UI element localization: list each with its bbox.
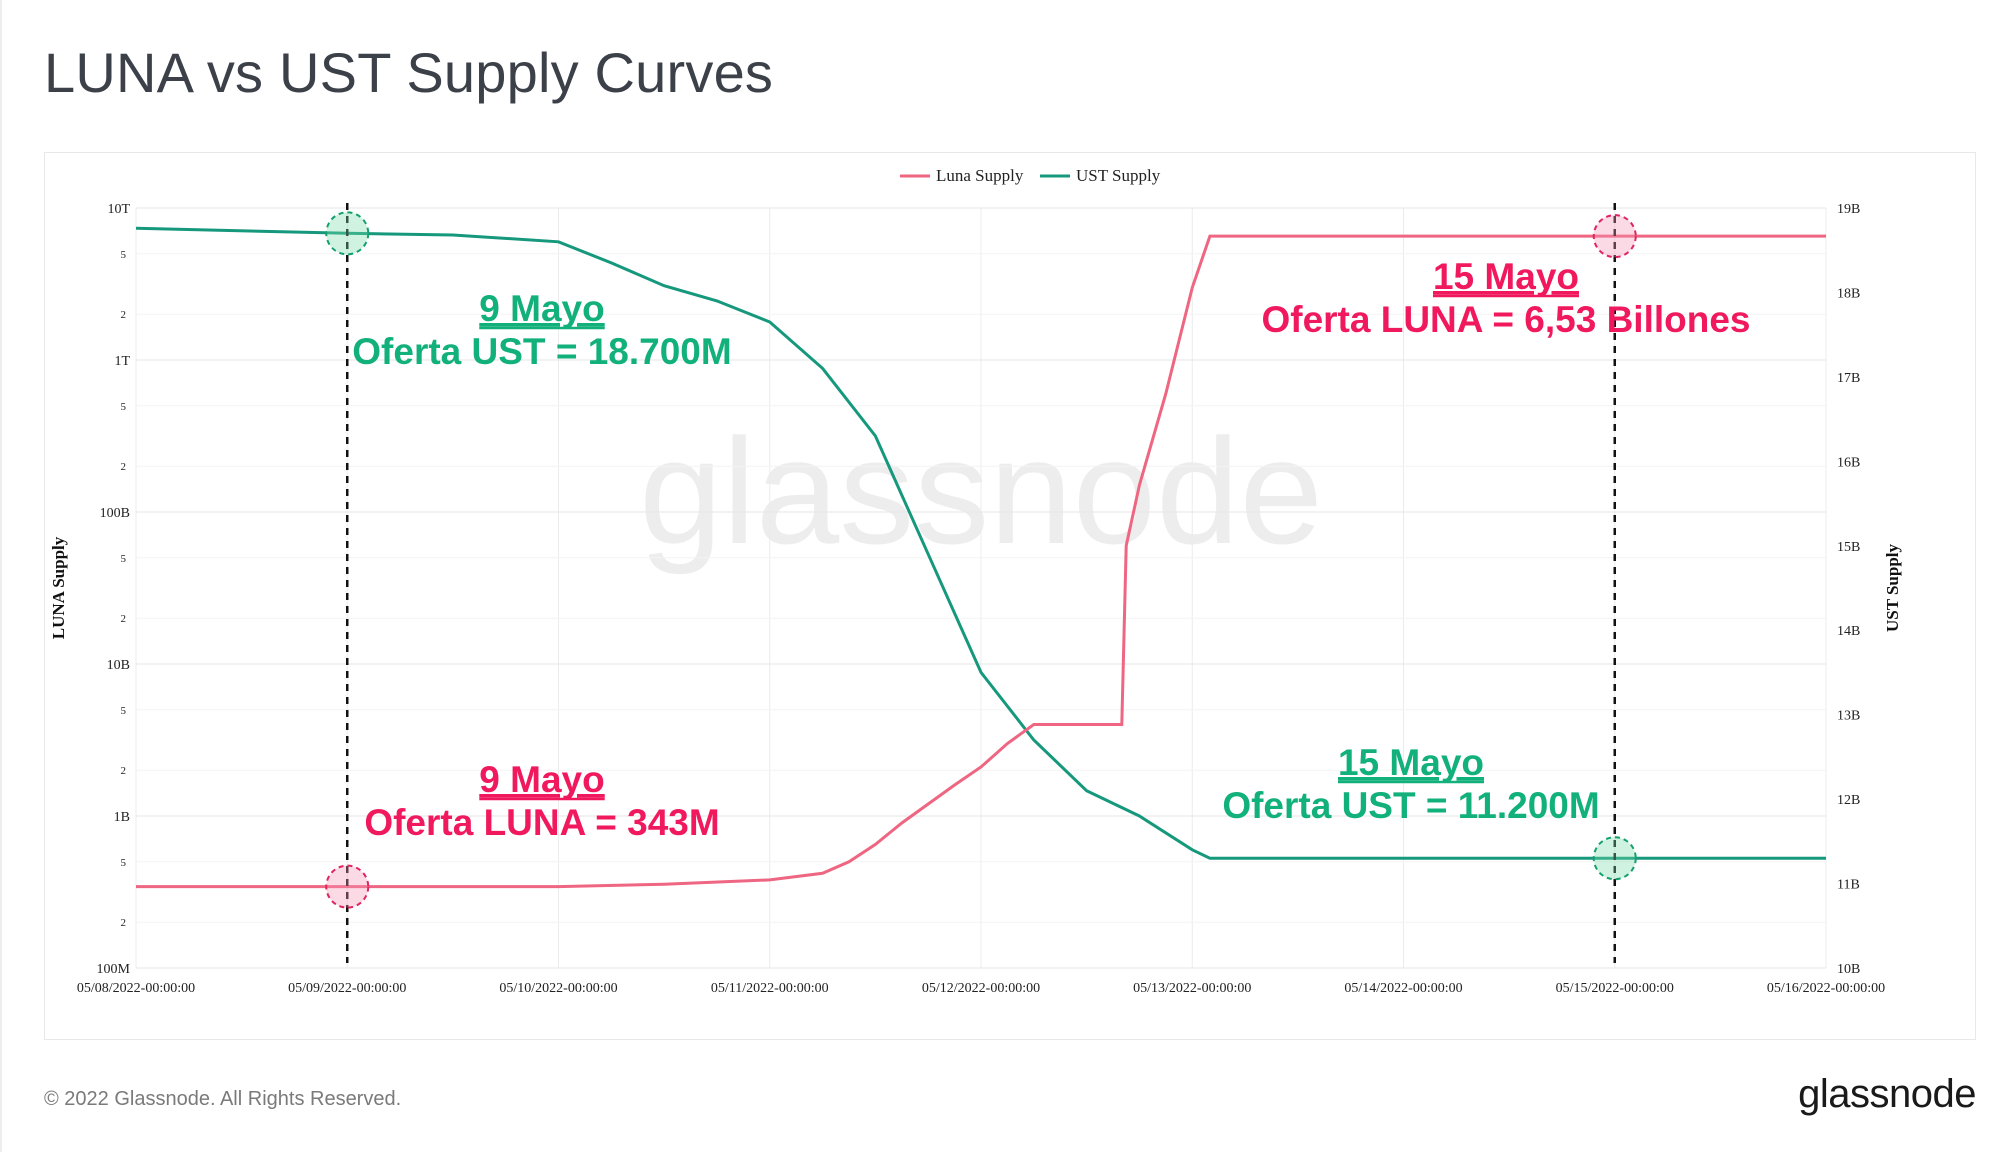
supply-chart: glassnode10T1T100B10B1B100M525252525219B…: [49, 166, 1902, 996]
glassnode-logo: glassnode: [1798, 1072, 1976, 1116]
annotation-heading: 9 Mayo: [479, 759, 604, 800]
annotation-text: Oferta LUNA = 6,53 Billones: [1261, 299, 1750, 340]
y-left-tick-label: 100B: [100, 506, 130, 521]
highlight-marker: [325, 211, 370, 256]
x-tick-label: 05/14/2022-00:00:00: [1344, 981, 1462, 996]
x-tick-label: 05/15/2022-00:00:00: [1556, 981, 1674, 996]
x-tick-label: 05/09/2022-00:00:00: [288, 981, 406, 996]
y-right-tick-label: 14B: [1837, 624, 1860, 639]
highlight-marker: [1592, 836, 1637, 881]
series-line-ust: [135, 226, 1826, 860]
y-left-tick-label: 10B: [107, 658, 130, 673]
y-right-tick-label: 19B: [1837, 202, 1860, 217]
y-right-tick-label: 12B: [1837, 793, 1860, 808]
x-tick-label: 05/11/2022-00:00:00: [711, 981, 829, 996]
y-right-tick-label: 13B: [1837, 709, 1860, 724]
x-tick-label: 05/10/2022-00:00:00: [499, 981, 617, 996]
x-tick-label: 05/13/2022-00:00:00: [1133, 981, 1251, 996]
annotation-text: Oferta UST = 18.700M: [352, 331, 731, 372]
legend-label-luna: Luna Supply: [936, 166, 1024, 185]
series-line-luna: [136, 234, 1826, 889]
y-left-tick-label: 100M: [97, 962, 131, 977]
y-left-minor-label: 5: [121, 857, 127, 869]
page-title: LUNA vs UST Supply Curves: [44, 41, 774, 104]
y-left-tick-label: 10T: [107, 202, 130, 217]
y-left-minor-label: 2: [121, 613, 127, 625]
x-tick-label: 05/12/2022-00:00:00: [922, 981, 1040, 996]
y-right-tick-label: 10B: [1837, 962, 1860, 977]
y-left-minor-label: 5: [121, 553, 127, 565]
y-left-tick-label: 1B: [114, 810, 130, 825]
y-left-minor-label: 2: [121, 765, 127, 777]
highlight-marker: [1592, 214, 1637, 259]
y-left-minor-label: 2: [121, 917, 127, 929]
page-edge-rule: [0, 0, 2, 1152]
y-right-tick-label: 17B: [1837, 371, 1860, 386]
x-tick-label: 05/08/2022-00:00:00: [77, 981, 195, 996]
highlight-marker: [325, 864, 370, 909]
y-right-tick-label: 18B: [1837, 286, 1860, 301]
footer-copyright: © 2022 Glassnode. All Rights Reserved.: [44, 1088, 402, 1110]
annotation-text: Oferta LUNA = 343M: [364, 802, 719, 843]
y-left-axis-title: LUNA Supply: [49, 536, 68, 639]
legend-label-ust: UST Supply: [1076, 166, 1161, 185]
y-left-minor-label: 5: [121, 705, 127, 717]
y-right-tick-label: 15B: [1837, 540, 1860, 555]
y-left-minor-label: 5: [121, 401, 127, 413]
y-right-tick-label: 11B: [1837, 878, 1860, 893]
y-left-minor-label: 2: [121, 461, 127, 473]
annotation-heading: 15 Mayo: [1433, 256, 1579, 297]
y-left-minor-label: 2: [121, 309, 127, 321]
y-right-tick-label: 16B: [1837, 455, 1860, 470]
x-tick-label: 05/16/2022-00:00:00: [1767, 981, 1885, 996]
y-left-minor-label: 5: [121, 249, 127, 261]
annotation-heading: 9 Mayo: [479, 288, 604, 329]
y-right-axis-title: UST Supply: [1883, 543, 1902, 632]
annotation-heading: 15 Mayo: [1338, 742, 1484, 783]
chart-frame: glassnode 10T 1T 100B 10B 1B 100M 5 2 5 2 5 2 5 2 5 2 19B…: [44, 152, 1976, 1040]
y-left-tick-label: 1T: [114, 354, 130, 369]
annotation-text: Oferta UST = 11.200M: [1222, 785, 1599, 826]
